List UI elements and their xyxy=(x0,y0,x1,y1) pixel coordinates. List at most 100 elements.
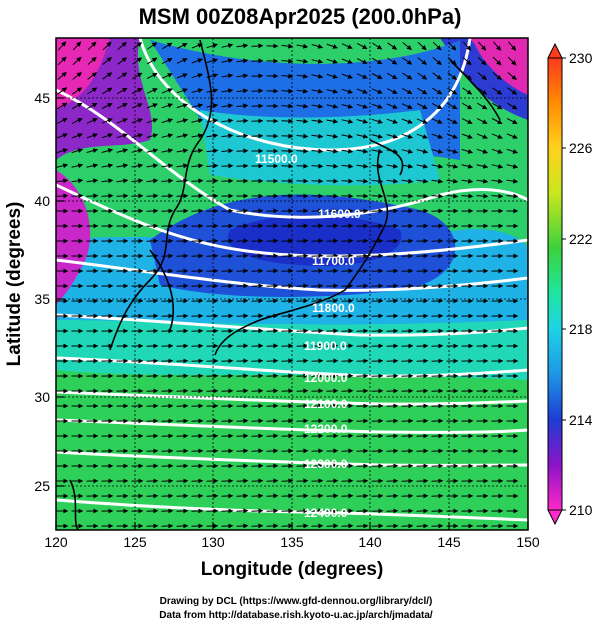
wind-arrow xyxy=(326,328,339,334)
wind-arrow xyxy=(402,57,413,65)
wind-arrow xyxy=(281,253,294,259)
wind-arrow xyxy=(266,223,279,229)
y-tick-label: 35 xyxy=(34,291,50,307)
wind-arrow xyxy=(116,178,129,184)
wind-arrow xyxy=(161,133,174,139)
wind-arrow xyxy=(281,283,294,289)
wind-arrow xyxy=(296,508,309,514)
wind-arrow xyxy=(386,133,399,139)
wind-arrow xyxy=(116,193,129,199)
wind-arrow xyxy=(161,178,174,184)
wind-arrow xyxy=(221,163,234,169)
wind-arrow xyxy=(341,403,354,409)
wind-arrow xyxy=(326,58,338,64)
wind-arrow xyxy=(432,41,442,51)
wind-arrow xyxy=(326,148,339,154)
wind-arrow xyxy=(236,283,249,289)
wind-arrow xyxy=(341,208,354,214)
wind-arrow xyxy=(236,523,249,529)
wind-arrow xyxy=(251,313,264,319)
wind-arrow xyxy=(131,133,144,139)
x-tick-label: 130 xyxy=(201,534,225,550)
colorbar-tick-label: 214 xyxy=(569,412,593,428)
wind-arrow xyxy=(206,73,219,79)
wind-arrow xyxy=(266,463,279,469)
wind-arrow xyxy=(266,418,279,424)
wind-arrow xyxy=(281,73,294,79)
wind-arrow xyxy=(296,238,309,244)
y-axis-label: Latitude (degrees) xyxy=(4,202,25,367)
wind-arrow xyxy=(116,148,129,154)
x-tick-labels: 120 125 130 135 140 145 150 xyxy=(44,534,540,550)
wind-arrow xyxy=(236,253,249,259)
wind-arrow xyxy=(221,103,234,109)
wind-arrow xyxy=(341,268,354,274)
wind-arrow xyxy=(401,118,413,124)
wind-arrow xyxy=(251,463,264,469)
wind-arrow xyxy=(266,253,279,259)
wind-arrow xyxy=(326,388,339,394)
wind-arrow xyxy=(56,163,69,169)
wind-arrow xyxy=(476,133,488,139)
wind-arrow xyxy=(206,148,219,154)
wind-arrow xyxy=(326,223,339,229)
wind-arrow xyxy=(506,133,518,139)
wind-arrow xyxy=(102,56,112,65)
wind-arrow xyxy=(431,163,444,169)
wind-arrow xyxy=(341,343,354,349)
wind-arrow xyxy=(176,58,188,64)
wind-arrow xyxy=(311,508,324,514)
wind-arrow xyxy=(326,163,339,169)
wind-arrow xyxy=(296,388,309,394)
wind-arrow xyxy=(326,103,339,109)
wind-arrow xyxy=(296,133,309,139)
wind-arrow xyxy=(206,118,219,124)
wind-arrow xyxy=(431,102,443,110)
wind-arrow xyxy=(251,208,264,214)
wind-arrow xyxy=(281,403,294,409)
wind-arrow xyxy=(492,72,502,81)
wind-arrow xyxy=(341,253,354,259)
wind-arrow xyxy=(161,148,174,154)
contour-line xyxy=(56,88,528,219)
wind-arrow xyxy=(72,87,83,95)
wind-arrow xyxy=(296,148,309,154)
y-tick-label: 30 xyxy=(34,389,50,405)
wind-arrow xyxy=(296,403,309,409)
wind-arrow xyxy=(191,118,204,124)
wind-arrow xyxy=(71,163,84,169)
wind-arrow xyxy=(161,118,174,124)
wind-arrow xyxy=(102,72,113,80)
wind-arrow xyxy=(251,403,264,409)
x-tick-label: 145 xyxy=(437,534,461,550)
wind-arrow xyxy=(371,73,383,79)
wind-arrow xyxy=(86,133,98,139)
wind-arrow xyxy=(476,118,488,124)
wind-arrow xyxy=(146,193,159,199)
wind-arrow xyxy=(311,403,324,409)
wind-arrow xyxy=(371,118,383,124)
wind-arrow xyxy=(386,163,399,169)
wind-arrow xyxy=(266,373,279,379)
wind-arrow xyxy=(462,56,472,66)
wind-arrow xyxy=(281,478,294,484)
coastline-taiwan xyxy=(69,479,79,530)
wind-arrow xyxy=(446,163,459,169)
wind-arrow xyxy=(251,388,264,394)
wind-arrow xyxy=(371,193,384,199)
contour-label: 11700.0 xyxy=(312,254,355,268)
wind-arrow xyxy=(236,103,249,109)
wind-arrow xyxy=(146,118,158,124)
wind-arrow xyxy=(296,343,309,349)
contour-label: 11800.0 xyxy=(312,301,355,315)
wind-arrow xyxy=(431,133,443,139)
wind-arrow xyxy=(132,72,143,80)
wind-arrow xyxy=(236,298,249,304)
wind-arrow xyxy=(311,238,324,244)
wind-arrow xyxy=(236,238,249,244)
y-tick-label: 40 xyxy=(34,193,50,209)
wind-arrow xyxy=(251,253,264,259)
wind-arrow xyxy=(341,118,354,124)
wind-arrow xyxy=(417,87,428,95)
wind-arrow xyxy=(71,133,83,139)
